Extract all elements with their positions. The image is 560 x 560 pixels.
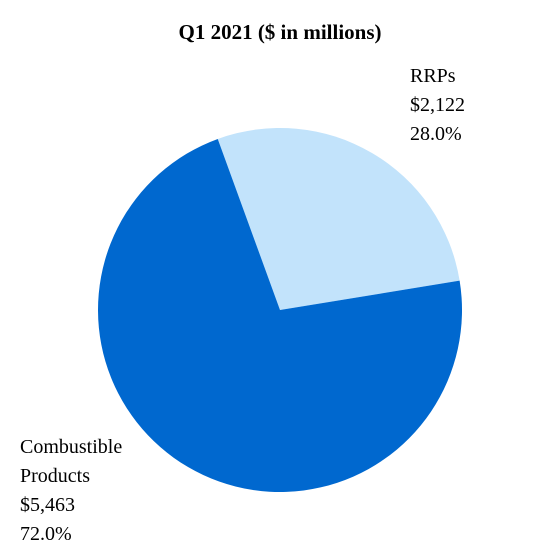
- slice-name-rrps: RRPs: [410, 65, 456, 87]
- slice-name-combustible-line1: Combustible: [20, 436, 123, 458]
- slice-value-rrps: $2,122: [410, 94, 465, 116]
- pie-slice-combustible-products: [98, 138, 463, 493]
- slice-percent-rrps: 28.0%: [410, 123, 462, 145]
- slice-percent-combustible-products: 72.0%: [20, 523, 72, 545]
- chart-title: Q1 2021 ($ in millions): [178, 20, 382, 44]
- slice-label-rrps: RRPs $2,122 28.0%: [410, 62, 465, 149]
- slice-name-combustible-line2: Products: [20, 465, 90, 487]
- slice-value-combustible-products: $5,463: [20, 494, 75, 516]
- slice-label-combustible-products: Combustible Products $5,463 72.0%: [20, 433, 122, 549]
- pie-slice-rrps: [217, 128, 460, 310]
